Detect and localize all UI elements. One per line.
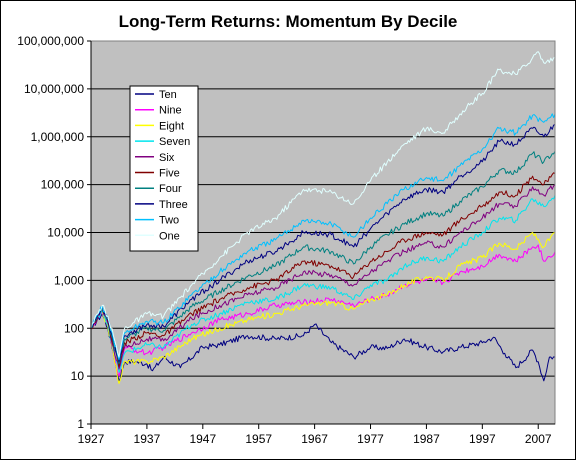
x-tick-label: 1967 — [301, 432, 328, 446]
x-tick-label: 1987 — [413, 432, 440, 446]
series-line-five — [90, 172, 556, 367]
x-tick-label: 1927 — [78, 432, 105, 446]
series-line-seven — [90, 195, 556, 373]
x-tick-label: 1977 — [357, 432, 384, 446]
y-tick-label: 10,000 — [47, 226, 84, 240]
x-tick-label: 1997 — [469, 432, 496, 446]
legend-label: Seven — [159, 136, 190, 148]
series-line-ten — [90, 313, 556, 382]
y-tick-label: 100,000 — [41, 178, 85, 192]
series-lines — [90, 51, 556, 384]
y-tick-label: 10 — [71, 369, 85, 383]
legend-label: One — [159, 230, 180, 242]
series-line-two — [90, 113, 556, 361]
series-line-eight — [90, 232, 556, 384]
y-tick-label: 10,000,000 — [24, 82, 84, 96]
x-tick-label: 1937 — [134, 432, 161, 446]
series-line-one — [90, 51, 556, 358]
series-line-three — [90, 124, 556, 363]
legend-label: Six — [159, 152, 175, 164]
x-tick-label: 2007 — [525, 432, 552, 446]
x-tick-label: 1957 — [245, 432, 272, 446]
legend-label: Nine — [159, 105, 182, 117]
y-tick-label: 1,000,000 — [31, 130, 85, 144]
legend-label: Eight — [159, 120, 184, 132]
y-tick-label: 100,000,000 — [17, 34, 84, 48]
legend-label: Ten — [159, 89, 177, 101]
y-tick-label: 100 — [64, 321, 84, 335]
legend-label: Five — [159, 168, 180, 180]
chart-title: Long-Term Returns: Momentum By Decile — [119, 12, 458, 31]
y-axis: 1 10 100 1,000 10,000 100,000 1,000,000 10,000,… — [17, 34, 92, 431]
legend-label: Three — [159, 199, 188, 211]
legend-box — [129, 85, 199, 252]
y-tick-label: 1,000 — [54, 273, 84, 287]
x-tick-label: 1947 — [189, 432, 216, 446]
legend-label: Two — [159, 215, 179, 227]
legend-label: Four — [159, 183, 182, 195]
legend: Ten Nine Eight Seven Six Five Four Three Two One — [129, 85, 199, 252]
series-line-four — [90, 150, 556, 365]
x-axis: 1927 1937 1947 1957 1967 1977 1987 1997 2007 — [78, 423, 555, 446]
y-tick-label: 1 — [77, 417, 84, 431]
series-line-six — [90, 184, 556, 370]
